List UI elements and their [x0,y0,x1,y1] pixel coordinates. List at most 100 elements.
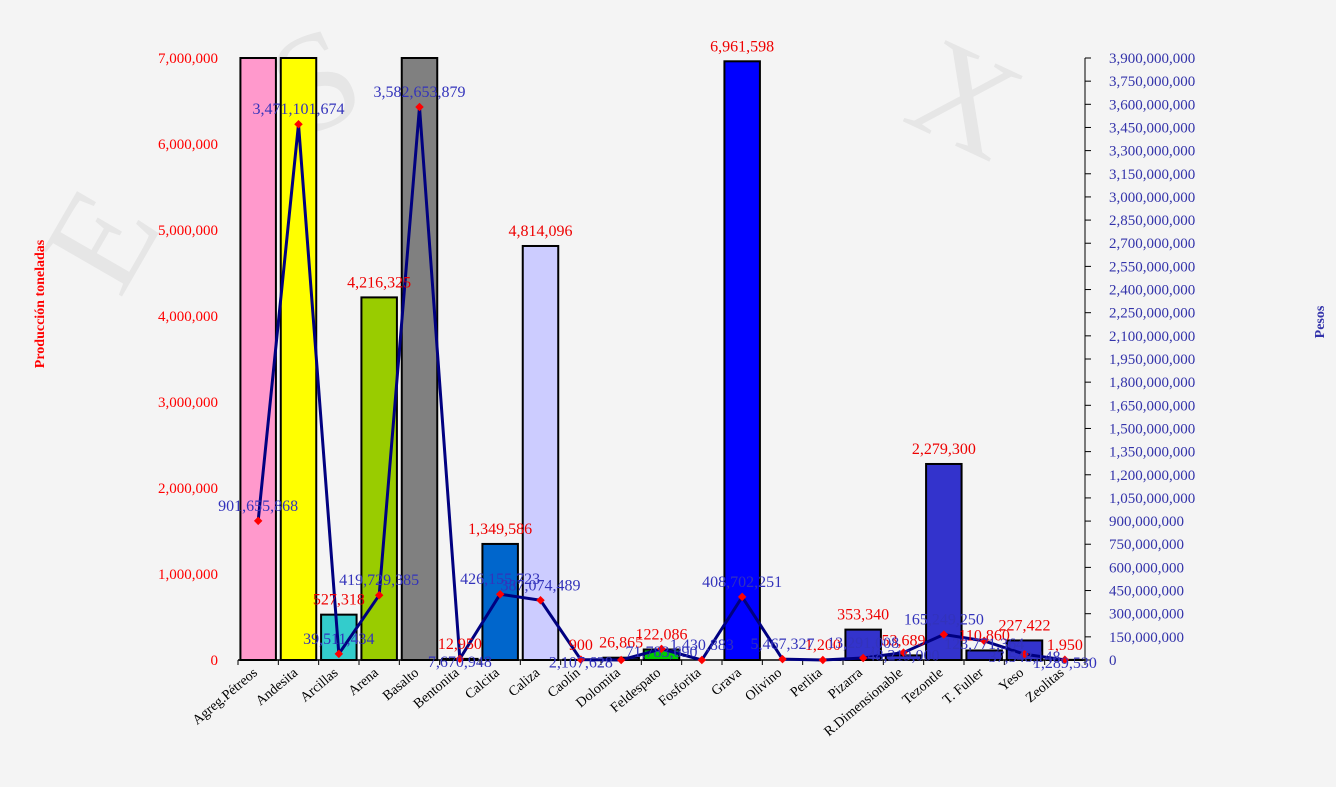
y-tick-label-1: 1,000,000 [158,567,218,583]
x-tick-label-13: Olivino [743,666,785,705]
bar-value-label-9: 26,865 [599,635,643,652]
bar-12 [723,60,761,662]
bar-value-label-18: 110,860 [958,627,1009,644]
x-tick-label-19: Yeso [996,666,1027,695]
line-point-13 [778,654,787,664]
bar-value-label-16: 53,689 [882,632,926,649]
bar-7 [521,244,560,662]
bar-0 [239,57,277,661]
y2-tick-label-17: 2,550,000,000 [1109,259,1195,275]
line-point-3 [374,590,384,600]
line-value-label-10: 71,783,690 [626,644,698,661]
line-value-label-20: 1,289,530 [1033,655,1097,672]
x-tick-label-2: Arcillas [298,666,342,706]
y2-tick-label-18: 2,700,000,000 [1109,236,1195,252]
bar-6 [481,542,519,661]
line-value-label-18: 123,771,364 [944,636,1024,653]
x-tick-label-0: Agreg.Pétreos [190,666,261,729]
line-point-2 [334,649,344,659]
line-series-group [253,102,1070,665]
line-value-label-12: 408,702,251 [702,574,782,591]
line-point-5 [455,654,465,664]
line-point-15 [858,653,868,663]
bar-value-label-3: 4,216,325 [347,274,411,291]
bar-value-label-6: 1,349,586 [468,521,532,538]
line-value-label-8: 2,107,628 [549,655,613,672]
y-tick-label-0: 0 [211,653,219,669]
line-point-4 [415,102,424,112]
line-point-19 [1020,649,1029,659]
x-tick-label-7: Caliza [506,665,544,700]
x-tick-label-3: Arena [346,665,382,699]
y2-tick-label-9: 1,350,000,000 [1109,445,1195,461]
y2-tick-label-24: 3,600,000,000 [1109,97,1195,113]
line-point-1 [294,119,303,129]
bar-value-label-10: 122,086 [636,627,688,644]
x-tick-label-14: Perlita [788,665,826,700]
y2-tick-label-22: 3,300,000,000 [1109,144,1195,160]
y2-tick-label-10: 1,500,000,000 [1109,421,1195,437]
y2-tick-label-7: 1,050,000,000 [1109,491,1195,507]
x-tick-label-5: Bentonita [411,665,463,712]
y2-tick-label-0: 0 [1109,653,1117,669]
line-value-label-0: 901,655,868 [218,498,298,515]
line-value-label-16: 48,219,000 [868,648,940,665]
line-point-8 [576,655,586,664]
line-point-20 [1060,655,1070,665]
line-point-17 [939,630,949,639]
bar-1 [279,57,318,661]
line-point-11 [697,655,707,665]
line-value-label-19: 37,548,148 [989,649,1061,666]
y2-tick-label-20: 3,000,000,000 [1109,190,1195,206]
y2-tick-label-26: 3,900,000,000 [1109,51,1195,67]
bar-value-label-2: 527,318 [313,592,365,609]
y2-tick-label-14: 2,100,000,000 [1109,329,1195,345]
y-tick-label-3: 3,000,000 [158,395,218,411]
line-point-16 [899,648,908,657]
y-tick-label-5: 5,000,000 [158,223,218,239]
line-value-label-7: 387,074,489 [501,577,581,594]
y-axis-title: Producción toneladas [33,239,48,368]
x-tick-label-12: Grava [709,665,745,699]
y-tick-label-4: 4,000,000 [158,309,218,325]
bar-value-label-5: 12,950 [438,636,482,653]
line-value-label-2: 39,511,434 [303,631,374,648]
data-labels-group: 527,318 4,216,325 12,950 1,349,586 4,814,096… [218,38,1097,671]
bar-18 [965,649,1003,662]
y-tick-label-7: 7,000,000 [158,51,218,67]
bar-value-label-15: 353,340 [837,607,889,624]
x-tick-label-17: Tezontle [900,666,946,708]
line-point-9 [616,655,626,665]
line-value-label-11: 1,430,883 [670,637,734,654]
svg-text:X: X [887,8,1044,191]
y2-tick-label-12: 1,800,000,000 [1109,375,1195,391]
y2-tick-label-25: 3,750,000,000 [1109,74,1195,90]
line-value-label-3: 419,729,385 [339,572,419,589]
y2-tick-label-11: 1,650,000,000 [1109,398,1195,414]
bar-17 [925,462,963,661]
y2-tick-label-3: 450,000,000 [1109,584,1184,600]
bar-value-label-20: 1,950 [1047,637,1083,654]
y-tick-label-2: 2,000,000 [158,481,218,497]
line-value-label-5: 7,670,948 [428,654,492,671]
y-tick-label-6: 6,000,000 [158,137,218,153]
bar-3 [360,296,398,661]
y2-tick-label-4: 600,000,000 [1109,560,1184,576]
x-tick-label-18: T. Fuller [940,665,987,708]
y2-tick-label-13: 1,950,000,000 [1109,352,1195,368]
y2-tick-label-8: 1,200,000,000 [1109,468,1195,484]
line-value-label-4: 3,582,653,879 [374,84,466,101]
line-point-7 [536,596,545,605]
y2-tick-label-15: 2,250,000,000 [1109,306,1195,322]
line-point-6 [495,589,505,599]
bar-value-label-14: 1,200 [805,637,841,654]
line-point-18 [979,636,989,646]
y2-tick-label-1: 150,000,000 [1109,630,1184,646]
y2-tick-label-16: 2,400,000,000 [1109,283,1195,299]
bar-value-label-17: 2,279,300 [912,441,976,458]
x-tick-label-1: Andesita [253,665,301,709]
bar-4 [400,57,439,661]
y2-tick-label-21: 3,150,000,000 [1109,167,1195,183]
